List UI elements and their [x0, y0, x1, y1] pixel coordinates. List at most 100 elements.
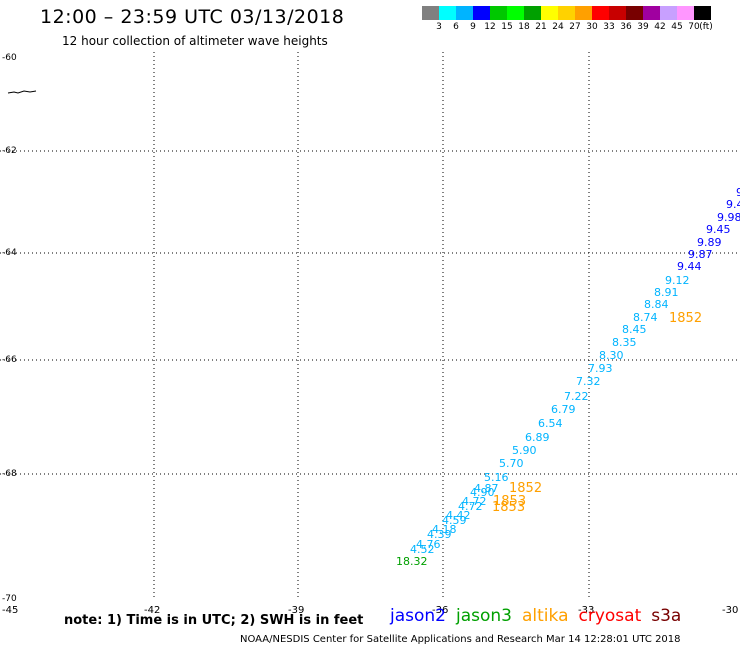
wave-height-label: 8.35 — [612, 336, 637, 349]
wave-height-label: 1853 — [493, 494, 526, 509]
color-swatch-16 — [694, 6, 711, 20]
latitude-label: -62 — [2, 146, 17, 156]
wave-height-label: 4.76 — [416, 538, 441, 551]
wave-height-label: 4.59 — [442, 514, 467, 527]
color-swatch-9 — [575, 6, 592, 20]
longitude-label: -39 — [288, 605, 304, 616]
wave-height-label: 8.91 — [654, 286, 679, 299]
wave-height-label: 4.18 — [432, 523, 457, 536]
wave-height-label: 7.93 — [588, 362, 613, 375]
wave-height-label: 9.98 — [717, 211, 740, 224]
wave-height-label: 9.89 — [697, 236, 722, 249]
color-swatch-14 — [660, 6, 677, 20]
wave-height-label: 9.45 — [706, 223, 731, 236]
wave-height-label: 4.42 — [446, 509, 471, 522]
color-swatch-10 — [592, 6, 609, 20]
wave-height-label: 4.90 — [470, 486, 495, 499]
wave-height-label: 8.45 — [622, 323, 647, 336]
wave-height-label: 4.87 — [474, 482, 499, 495]
units-note: note: 1) Time is in UTC; 2) SWH is in fe… — [64, 613, 364, 628]
satellite-legend-s3a: s3a — [651, 606, 682, 626]
color-swatch-13 — [643, 6, 660, 20]
wave-height-label: 7.32 — [576, 375, 601, 388]
satellite-legend: jason2 jason3 altika cryosat s3a — [390, 606, 691, 626]
longitude-label: -42 — [144, 605, 160, 616]
axis-labels: -60 -62 -64 -66 -68 -70-45 -42 -39 -36 -33 -30 — [2, 53, 738, 616]
color-legend-label: 42 — [654, 22, 666, 32]
color-swatch-2 — [456, 6, 473, 20]
wave-height-label: 9.87 — [688, 248, 713, 261]
color-swatch-11 — [609, 6, 626, 20]
latitude-label: -66 — [2, 355, 17, 365]
wave-height-label: 5.70 — [499, 457, 524, 470]
color-legend-label: 36 — [620, 22, 632, 32]
wave-height-label: 5.16 — [484, 471, 509, 484]
wave-height-label: 6.89 — [525, 431, 550, 444]
color-legend-label: 39 — [637, 22, 649, 32]
chart-subtitle: 12 hour collection of altimeter wave hei… — [62, 34, 328, 48]
wave-height-label: 9. — [736, 186, 740, 199]
wave-height-label: 6.79 — [551, 403, 576, 416]
wave-height-label: 9.12 — [665, 274, 690, 287]
wave-height-label: 7.22 — [564, 390, 589, 403]
color-swatch-0 — [422, 6, 439, 20]
color-legend-label: 33 — [603, 22, 615, 32]
graticule — [0, 52, 740, 600]
color-swatch-15 — [677, 6, 694, 20]
color-legend-label: 12 — [484, 22, 496, 32]
color-legend — [422, 6, 711, 20]
latitude-label: -68 — [2, 469, 17, 479]
color-swatch-12 — [626, 6, 643, 20]
color-swatch-5 — [507, 6, 524, 20]
longitude-label: -33 — [578, 605, 594, 616]
color-legend-label: (ft) — [699, 22, 713, 32]
color-legend-label: 70 — [688, 22, 700, 32]
chart-title: 12:00 – 23:59 UTC 03/13/2018 — [40, 6, 345, 28]
color-swatch-8 — [558, 6, 575, 20]
longitude-label: -36 — [432, 605, 448, 616]
color-swatch-1 — [439, 6, 456, 20]
coastline — [7, 90, 37, 94]
satellite-legend-cryosat: cryosat — [578, 606, 642, 626]
wave-height-label: 5.90 — [512, 444, 537, 457]
color-swatch-3 — [473, 6, 490, 20]
wave-height-label: 1852 — [509, 481, 542, 496]
wave-height-label: 1853 — [492, 500, 525, 515]
wave-height-label: 8.74 — [633, 311, 658, 324]
color-legend-label: 30 — [586, 22, 598, 32]
observations: 9.9.49.989.459.899.879.449.128.918.848.7… — [396, 186, 740, 568]
wave-height-label: 4.72 — [462, 495, 487, 508]
latitude-label: -64 — [2, 248, 17, 258]
color-swatch-6 — [524, 6, 541, 20]
color-legend-label: 6 — [453, 22, 459, 32]
wave-height-label: 18.32 — [396, 555, 428, 568]
wave-height-label: 6.54 — [538, 417, 563, 430]
latitude-label: -70 — [2, 594, 17, 604]
color-legend-label: 18 — [518, 22, 530, 32]
satellite-legend-altika: altika — [522, 606, 569, 626]
color-legend-label: 3 — [436, 22, 442, 32]
wave-height-label: 4.39 — [427, 528, 452, 541]
color-legend-label: 15 — [501, 22, 513, 32]
satellite-legend-jason2: jason2 — [390, 606, 446, 626]
color-legend-label: 9 — [470, 22, 476, 32]
color-swatch-4 — [490, 6, 507, 20]
wave-height-label: 9.44 — [677, 260, 702, 273]
color-swatch-7 — [541, 6, 558, 20]
wave-height-label: 4.72 — [458, 500, 483, 513]
wave-height-label: 1852 — [669, 311, 702, 326]
wave-height-label: 8.84 — [644, 298, 669, 311]
color-legend-label: 45 — [671, 22, 683, 32]
wave-height-label: 4.52 — [410, 543, 435, 556]
color-legend-label: 21 — [535, 22, 547, 32]
longitude-label: -30 — [722, 605, 738, 616]
wave-height-label: 8.30 — [599, 349, 624, 362]
color-legend-label: 27 — [569, 22, 581, 32]
color-legend-label: 24 — [552, 22, 564, 32]
satellite-legend-jason3: jason3 — [456, 606, 512, 626]
latitude-label: -60 — [2, 53, 17, 63]
longitude-label: -45 — [2, 605, 18, 616]
credit-line: NOAA/NESDIS Center for Satellite Applica… — [240, 634, 681, 645]
wave-height-label: 9.4 — [726, 198, 740, 211]
